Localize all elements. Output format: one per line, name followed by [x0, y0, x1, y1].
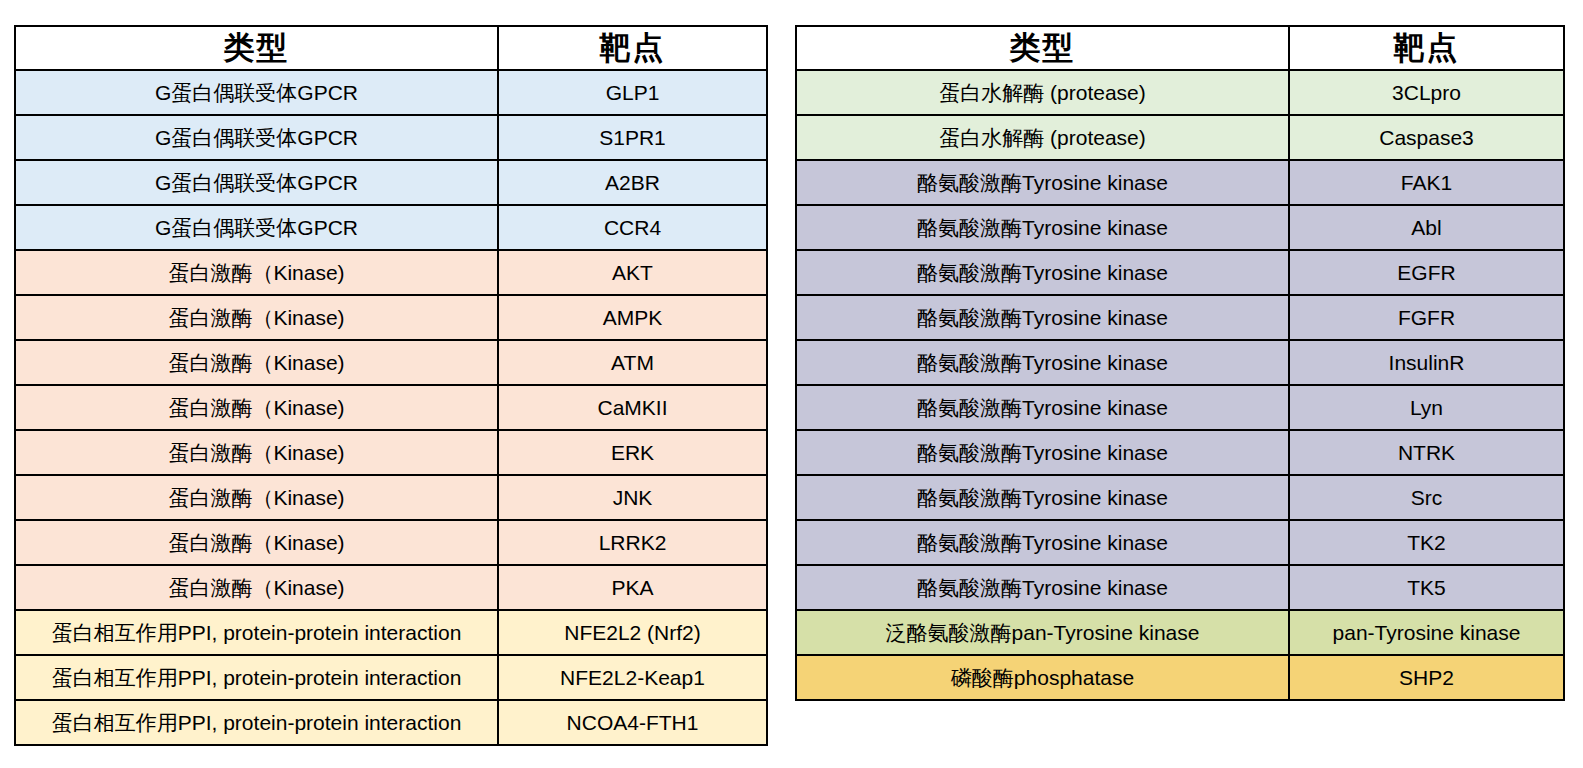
type-cell: 酪氨酸激酶Tyrosine kinase — [796, 205, 1289, 250]
target-cell: FAK1 — [1289, 160, 1564, 205]
type-cell: 酪氨酸激酶Tyrosine kinase — [796, 565, 1289, 610]
type-cell: 酪氨酸激酶Tyrosine kinase — [796, 295, 1289, 340]
type-cell: 蛋白相互作用PPI, protein-protein interaction — [15, 655, 498, 700]
table-row: 泛酪氨酸激酶pan-Tyrosine kinasepan-Tyrosine ki… — [796, 610, 1564, 655]
target-cell: Caspase3 — [1289, 115, 1564, 160]
target-cell: LRRK2 — [498, 520, 767, 565]
target-cell: ATM — [498, 340, 767, 385]
table-row: 蛋白相互作用PPI, protein-protein interactionNF… — [15, 610, 767, 655]
table-row: 酪氨酸激酶Tyrosine kinaseInsulinR — [796, 340, 1564, 385]
table-row: 酪氨酸激酶Tyrosine kinaseNTRK — [796, 430, 1564, 475]
type-cell: 蛋白相互作用PPI, protein-protein interaction — [15, 700, 498, 745]
type-cell: 蛋白水解酶 (protease) — [796, 70, 1289, 115]
table-row: 蛋白激酶（Kinase)AKT — [15, 250, 767, 295]
header-row: 类型 靶点 — [15, 26, 767, 70]
type-cell: G蛋白偶联受体GPCR — [15, 70, 498, 115]
type-cell: 蛋白激酶（Kinase) — [15, 520, 498, 565]
target-cell: JNK — [498, 475, 767, 520]
type-cell: 泛酪氨酸激酶pan-Tyrosine kinase — [796, 610, 1289, 655]
column-header-target: 靶点 — [498, 26, 767, 70]
table-row: 酪氨酸激酶Tyrosine kinaseTK5 — [796, 565, 1564, 610]
target-cell: CaMKII — [498, 385, 767, 430]
type-cell: 磷酸酶phosphatase — [796, 655, 1289, 700]
target-cell: Src — [1289, 475, 1564, 520]
type-cell: 蛋白激酶（Kinase) — [15, 475, 498, 520]
target-cell: 3CLpro — [1289, 70, 1564, 115]
type-cell: G蛋白偶联受体GPCR — [15, 205, 498, 250]
type-cell: 蛋白水解酶 (protease) — [796, 115, 1289, 160]
type-cell: 酪氨酸激酶Tyrosine kinase — [796, 385, 1289, 430]
type-cell: 蛋白激酶（Kinase) — [15, 340, 498, 385]
table-row: 蛋白相互作用PPI, protein-protein interactionNF… — [15, 655, 767, 700]
target-cell: InsulinR — [1289, 340, 1564, 385]
table-row: 酪氨酸激酶Tyrosine kinaseTK2 — [796, 520, 1564, 565]
table-row: 蛋白激酶（Kinase)CaMKII — [15, 385, 767, 430]
target-cell: EGFR — [1289, 250, 1564, 295]
table-row: 酪氨酸激酶Tyrosine kinaseAbl — [796, 205, 1564, 250]
target-cell: ERK — [498, 430, 767, 475]
table-row: 蛋白激酶（Kinase)PKA — [15, 565, 767, 610]
type-cell: 蛋白激酶（Kinase) — [15, 385, 498, 430]
target-cell: A2BR — [498, 160, 767, 205]
table-row: G蛋白偶联受体GPCRS1PR1 — [15, 115, 767, 160]
table-row: 蛋白激酶（Kinase)LRRK2 — [15, 520, 767, 565]
column-header-target: 靶点 — [1289, 26, 1564, 70]
type-cell: 蛋白激酶（Kinase) — [15, 250, 498, 295]
table-row: G蛋白偶联受体GPCRA2BR — [15, 160, 767, 205]
target-cell: TK5 — [1289, 565, 1564, 610]
target-cell: pan-Tyrosine kinase — [1289, 610, 1564, 655]
table-row: 蛋白水解酶 (protease)Caspase3 — [796, 115, 1564, 160]
target-cell: NFE2L2-Keap1 — [498, 655, 767, 700]
target-cell: CCR4 — [498, 205, 767, 250]
table-row: 蛋白水解酶 (protease)3CLpro — [796, 70, 1564, 115]
right-target-table: 类型 靶点 蛋白水解酶 (protease)3CLpro蛋白水解酶 (prote… — [795, 25, 1565, 701]
target-cell: AMPK — [498, 295, 767, 340]
type-cell: 酪氨酸激酶Tyrosine kinase — [796, 430, 1289, 475]
type-cell: G蛋白偶联受体GPCR — [15, 115, 498, 160]
table-row: 蛋白激酶（Kinase)AMPK — [15, 295, 767, 340]
column-header-type: 类型 — [796, 26, 1289, 70]
target-cell: SHP2 — [1289, 655, 1564, 700]
left-target-table: 类型 靶点 G蛋白偶联受体GPCRGLP1G蛋白偶联受体GPCRS1PR1G蛋白… — [14, 25, 768, 746]
type-cell: 酪氨酸激酶Tyrosine kinase — [796, 520, 1289, 565]
type-cell: 蛋白激酶（Kinase) — [15, 295, 498, 340]
type-cell: 蛋白激酶（Kinase) — [15, 430, 498, 475]
type-cell: G蛋白偶联受体GPCR — [15, 160, 498, 205]
type-cell: 蛋白相互作用PPI, protein-protein interaction — [15, 610, 498, 655]
target-cell: Abl — [1289, 205, 1564, 250]
target-cell: GLP1 — [498, 70, 767, 115]
target-cell: NCOA4-FTH1 — [498, 700, 767, 745]
table-row: 酪氨酸激酶Tyrosine kinaseLyn — [796, 385, 1564, 430]
target-cell: FGFR — [1289, 295, 1564, 340]
table-row: 酪氨酸激酶Tyrosine kinaseFGFR — [796, 295, 1564, 340]
type-cell: 酪氨酸激酶Tyrosine kinase — [796, 475, 1289, 520]
type-cell: 酪氨酸激酶Tyrosine kinase — [796, 250, 1289, 295]
header-row: 类型 靶点 — [796, 26, 1564, 70]
table-row: 蛋白激酶（Kinase)ATM — [15, 340, 767, 385]
type-cell: 蛋白激酶（Kinase) — [15, 565, 498, 610]
target-cell: Lyn — [1289, 385, 1564, 430]
target-cell: AKT — [498, 250, 767, 295]
target-cell: NFE2L2 (Nrf2) — [498, 610, 767, 655]
type-cell: 酪氨酸激酶Tyrosine kinase — [796, 340, 1289, 385]
target-cell: PKA — [498, 565, 767, 610]
table-row: 酪氨酸激酶Tyrosine kinaseEGFR — [796, 250, 1564, 295]
column-header-type: 类型 — [15, 26, 498, 70]
table-row: 酪氨酸激酶Tyrosine kinaseFAK1 — [796, 160, 1564, 205]
table-row: 蛋白激酶（Kinase)ERK — [15, 430, 767, 475]
table-row: G蛋白偶联受体GPCRCCR4 — [15, 205, 767, 250]
target-cell: S1PR1 — [498, 115, 767, 160]
table-row: G蛋白偶联受体GPCRGLP1 — [15, 70, 767, 115]
table-row: 酪氨酸激酶Tyrosine kinaseSrc — [796, 475, 1564, 520]
target-cell: TK2 — [1289, 520, 1564, 565]
table-row: 磷酸酶phosphataseSHP2 — [796, 655, 1564, 700]
target-cell: NTRK — [1289, 430, 1564, 475]
table-row: 蛋白相互作用PPI, protein-protein interactionNC… — [15, 700, 767, 745]
type-cell: 酪氨酸激酶Tyrosine kinase — [796, 160, 1289, 205]
table-row: 蛋白激酶（Kinase)JNK — [15, 475, 767, 520]
